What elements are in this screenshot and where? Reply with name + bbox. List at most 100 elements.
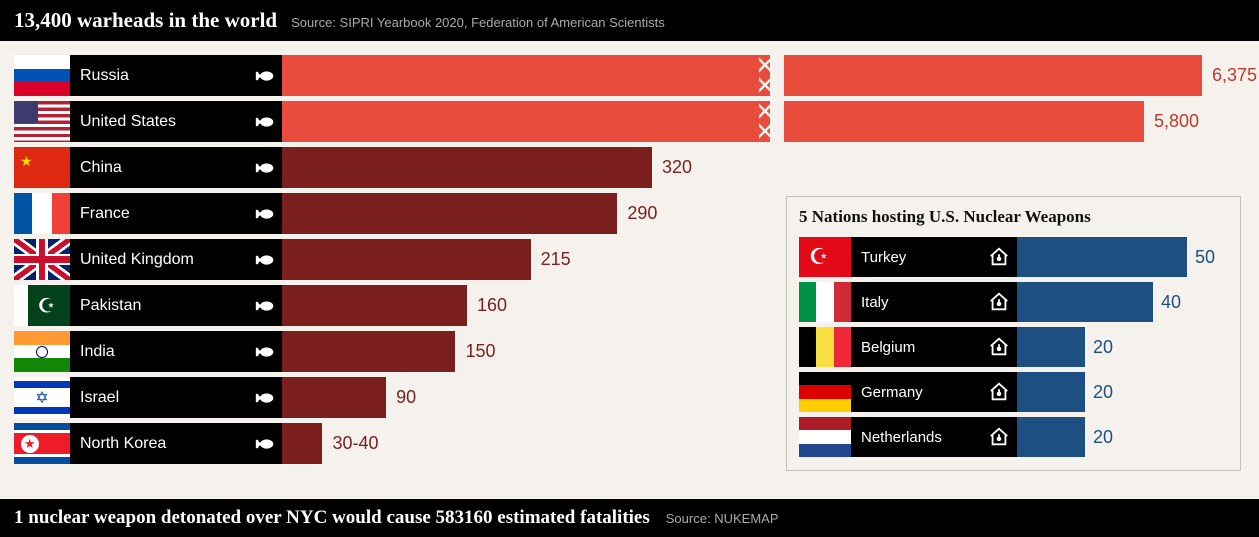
hosting-panel: 5 Nations hosting U.S. Nuclear Weapons ☪… xyxy=(786,196,1241,471)
value-label: 215 xyxy=(531,249,571,270)
flag-uk xyxy=(14,239,70,280)
hosting-label: Germany xyxy=(799,372,1017,412)
hosting-row: ☪ Turkey 50 xyxy=(799,237,1228,277)
flag-india xyxy=(14,331,70,372)
hosting-rows: ☪ Turkey 50 Italy 40 Belgium 20 xyxy=(799,237,1228,457)
hosting-bar xyxy=(1017,282,1153,322)
bar xyxy=(282,193,617,234)
warheads-chart: Russia 6,375 United States 5,800 ★ China xyxy=(14,55,779,469)
hosting-row: Netherlands 20 xyxy=(799,417,1228,457)
bar xyxy=(282,423,322,464)
value-label: 5,800 xyxy=(1144,111,1199,132)
country-label: ☪ Pakistan xyxy=(14,285,282,326)
country-name: Russia xyxy=(70,67,248,85)
flag-belgium xyxy=(799,327,851,367)
main-content: Russia 6,375 United States 5,800 ★ China xyxy=(0,41,1259,479)
bomb-icon xyxy=(248,423,282,464)
country-name: France xyxy=(70,205,248,223)
chart-row: Russia 6,375 xyxy=(14,55,779,96)
country-label: France xyxy=(14,193,282,234)
hosting-panel-title: 5 Nations hosting U.S. Nuclear Weapons xyxy=(799,207,1228,227)
bomb-icon xyxy=(248,147,282,188)
flag-france xyxy=(14,193,70,234)
hosting-value: 20 xyxy=(1085,382,1113,403)
bar xyxy=(282,377,386,418)
flag-nkorea: ★ xyxy=(14,423,70,464)
hosting-label: ☪ Turkey xyxy=(799,237,1017,277)
value-label: 150 xyxy=(455,341,495,362)
chart-row: India 150 xyxy=(14,331,779,372)
house-icon xyxy=(981,246,1017,268)
chart-row: France 290 xyxy=(14,193,779,234)
chart-row: ✡ Israel 90 xyxy=(14,377,779,418)
footer-bar: 1 nuclear weapon detonated over NYC woul… xyxy=(0,499,1259,537)
value-label: 90 xyxy=(386,387,416,408)
house-icon xyxy=(981,291,1017,313)
bomb-icon xyxy=(248,55,282,96)
chart-row: ★ North Korea 30-40 xyxy=(14,423,779,464)
broken-bar: 5,800 xyxy=(282,101,1199,142)
header-title: 13,400 warheads in the world xyxy=(14,8,277,33)
hosting-value: 40 xyxy=(1153,292,1181,313)
hosting-bar xyxy=(1017,372,1085,412)
hosting-row: Belgium 20 xyxy=(799,327,1228,367)
hosting-row: Germany 20 xyxy=(799,372,1228,412)
bar xyxy=(282,331,455,372)
country-label: United Kingdom xyxy=(14,239,282,280)
hosting-value: 20 xyxy=(1085,427,1113,448)
bar xyxy=(282,239,531,280)
value-label: 290 xyxy=(617,203,657,224)
country-name: North Korea xyxy=(70,435,248,453)
country-name: Israel xyxy=(70,389,248,407)
country-label: Russia xyxy=(14,55,282,96)
bar xyxy=(282,147,652,188)
country-name: India xyxy=(70,343,248,361)
value-label: 6,375 xyxy=(1202,65,1257,86)
hosting-row: Italy 40 xyxy=(799,282,1228,322)
bomb-icon xyxy=(248,193,282,234)
flag-germany xyxy=(799,372,851,412)
country-label: India xyxy=(14,331,282,372)
bomb-icon xyxy=(248,285,282,326)
country-name: China xyxy=(70,159,248,177)
hosting-value: 50 xyxy=(1187,247,1215,268)
flag-turkey: ☪ xyxy=(799,237,851,277)
flag-china: ★ xyxy=(14,147,70,188)
hosting-bar xyxy=(1017,327,1085,367)
flag-pakistan: ☪ xyxy=(14,285,70,326)
flag-usa xyxy=(14,101,70,142)
chart-row: ☪ Pakistan 160 xyxy=(14,285,779,326)
house-icon xyxy=(981,426,1017,448)
hosting-label: Belgium xyxy=(799,327,1017,367)
footer-title: 1 nuclear weapon detonated over NYC woul… xyxy=(14,507,650,529)
country-label: ★ North Korea xyxy=(14,423,282,464)
country-name: United Kingdom xyxy=(70,251,248,269)
bar xyxy=(282,285,467,326)
country-label: United States xyxy=(14,101,282,142)
hosting-label: Italy xyxy=(799,282,1017,322)
header-bar: 13,400 warheads in the world Source: SIP… xyxy=(0,0,1259,41)
bomb-icon xyxy=(248,331,282,372)
hosting-value: 20 xyxy=(1085,337,1113,358)
value-label: 320 xyxy=(652,157,692,178)
hosting-panel-wrapper: 5 Nations hosting U.S. Nuclear Weapons ☪… xyxy=(786,196,1241,471)
hosting-label: Netherlands xyxy=(799,417,1017,457)
bomb-icon xyxy=(248,239,282,280)
footer-source: Source: NUKEMAP xyxy=(666,511,779,526)
hosting-country-name: Turkey xyxy=(851,249,981,266)
country-label: ✡ Israel xyxy=(14,377,282,418)
hosting-bar xyxy=(1017,417,1085,457)
chart-row: United Kingdom 215 xyxy=(14,239,779,280)
chart-row: ★ China 320 xyxy=(14,147,779,188)
house-icon xyxy=(981,336,1017,358)
country-name: Pakistan xyxy=(70,297,248,315)
country-label: ★ China xyxy=(14,147,282,188)
hosting-country-name: Belgium xyxy=(851,339,981,356)
house-icon xyxy=(981,381,1017,403)
value-label: 160 xyxy=(467,295,507,316)
country-name: United States xyxy=(70,113,248,131)
hosting-bar xyxy=(1017,237,1187,277)
flag-netherlands xyxy=(799,417,851,457)
broken-bar: 6,375 xyxy=(282,55,1257,96)
header-source: Source: SIPRI Yearbook 2020, Federation … xyxy=(291,15,665,30)
